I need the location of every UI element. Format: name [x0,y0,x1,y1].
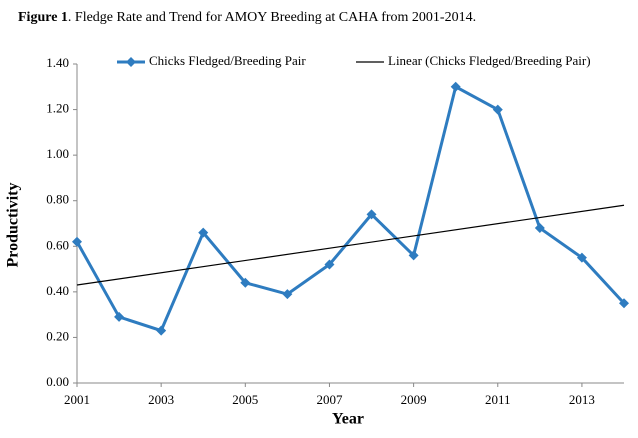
data-line [75,84,626,333]
x-tick-label: 2013 [569,392,595,407]
data-point [492,104,503,115]
data-point [450,81,461,92]
x-tick-label: 2011 [485,392,511,407]
data-point [198,227,209,238]
y-tick-label: 0.20 [46,328,69,343]
y-tick-label: 1.20 [46,101,69,116]
title-label: Figure 1 [18,10,68,25]
title-text: . Fledge Rate and Trend for AMOY Breedin… [68,10,476,25]
x-tick-label: 2003 [148,392,174,407]
y-tick-label: 0.60 [46,237,69,252]
x-tick-label: 2001 [64,392,90,407]
data-point [282,289,293,300]
x-tick-label: 2005 [232,392,258,407]
y-tick-label: 0.00 [46,374,69,389]
x-tick-label: 2007 [316,392,343,407]
chart-title: Figure 1. Fledge Rate and Trend for AMOY… [18,10,476,25]
x-axis-label: Year [332,411,364,428]
data-point [324,259,335,270]
data-point [366,209,377,220]
data-point [408,250,419,261]
data-point [240,277,251,288]
data-point [114,311,125,322]
y-tick-label: 0.40 [46,283,69,298]
legend-label: Linear (Chicks Fledged/Breeding Pair) [388,53,591,68]
y-axis-label: Productivity [5,182,22,267]
data-point [534,223,545,234]
data-point [619,298,629,309]
legend-label: Chicks Fledged/Breeding Pair [149,53,306,68]
y-tick-label: 0.80 [46,192,69,207]
data-point [72,236,82,247]
data-point [576,252,587,263]
data-point [156,325,167,336]
x-tick-label: 2009 [401,392,427,407]
legend-marker [126,57,136,67]
data-line [76,204,625,286]
y-tick-label: 1.00 [46,146,69,161]
y-tick-label: 1.40 [46,55,69,70]
